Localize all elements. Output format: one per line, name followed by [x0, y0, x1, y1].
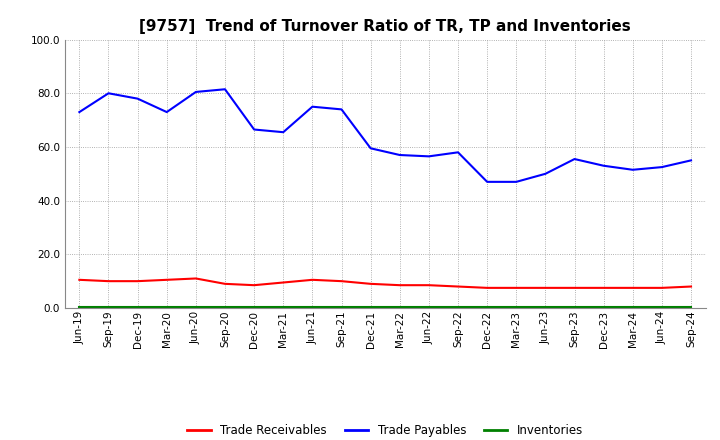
Inventories: [454, 304, 462, 309]
Trade Receivables: [425, 282, 433, 288]
Inventories: [133, 304, 142, 309]
Trade Payables: [425, 154, 433, 159]
Trade Payables: [250, 127, 258, 132]
Trade Receivables: [163, 277, 171, 282]
Trade Payables: [629, 167, 637, 172]
Trade Payables: [395, 152, 404, 158]
Trade Receivables: [483, 285, 492, 290]
Trade Payables: [454, 150, 462, 155]
Line: Trade Payables: Trade Payables: [79, 89, 691, 182]
Trade Receivables: [512, 285, 521, 290]
Trade Receivables: [308, 277, 317, 282]
Trade Receivables: [133, 279, 142, 284]
Inventories: [687, 304, 696, 309]
Trade Receivables: [657, 285, 666, 290]
Trade Payables: [687, 158, 696, 163]
Trade Receivables: [570, 285, 579, 290]
Inventories: [395, 304, 404, 309]
Trade Receivables: [104, 279, 113, 284]
Inventories: [570, 304, 579, 309]
Inventories: [279, 304, 287, 309]
Trade Receivables: [599, 285, 608, 290]
Trade Payables: [366, 146, 375, 151]
Trade Payables: [163, 110, 171, 115]
Trade Payables: [133, 96, 142, 101]
Trade Receivables: [279, 280, 287, 285]
Trade Payables: [512, 179, 521, 184]
Trade Receivables: [366, 281, 375, 286]
Inventories: [366, 304, 375, 309]
Inventories: [337, 304, 346, 309]
Title: [9757]  Trend of Turnover Ratio of TR, TP and Inventories: [9757] Trend of Turnover Ratio of TR, TP…: [140, 19, 631, 34]
Trade Receivables: [395, 282, 404, 288]
Inventories: [163, 304, 171, 309]
Trade Receivables: [192, 276, 200, 281]
Inventories: [192, 304, 200, 309]
Trade Receivables: [250, 282, 258, 288]
Trade Payables: [192, 89, 200, 95]
Trade Payables: [220, 87, 229, 92]
Inventories: [512, 304, 521, 309]
Inventories: [657, 304, 666, 309]
Inventories: [541, 304, 550, 309]
Trade Receivables: [337, 279, 346, 284]
Trade Payables: [483, 179, 492, 184]
Trade Payables: [541, 171, 550, 176]
Trade Payables: [104, 91, 113, 96]
Trade Payables: [657, 165, 666, 170]
Inventories: [220, 304, 229, 309]
Line: Trade Receivables: Trade Receivables: [79, 279, 691, 288]
Trade Payables: [279, 129, 287, 135]
Trade Receivables: [687, 284, 696, 289]
Inventories: [75, 304, 84, 309]
Trade Receivables: [629, 285, 637, 290]
Inventories: [104, 304, 113, 309]
Inventories: [308, 304, 317, 309]
Trade Receivables: [220, 281, 229, 286]
Inventories: [483, 304, 492, 309]
Inventories: [250, 304, 258, 309]
Trade Receivables: [454, 284, 462, 289]
Trade Payables: [599, 163, 608, 169]
Trade Payables: [75, 110, 84, 115]
Trade Payables: [337, 107, 346, 112]
Legend: Trade Receivables, Trade Payables, Inventories: Trade Receivables, Trade Payables, Inven…: [182, 419, 588, 440]
Trade Payables: [570, 156, 579, 161]
Inventories: [599, 304, 608, 309]
Trade Payables: [308, 104, 317, 109]
Trade Receivables: [541, 285, 550, 290]
Inventories: [629, 304, 637, 309]
Trade Receivables: [75, 277, 84, 282]
Inventories: [425, 304, 433, 309]
